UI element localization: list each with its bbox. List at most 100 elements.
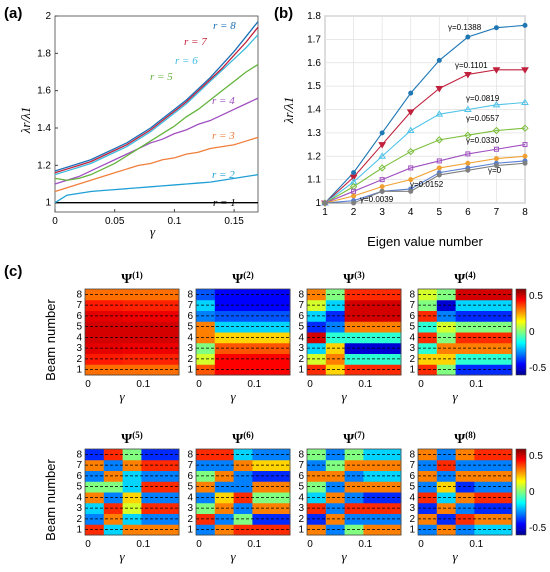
heatmap-cell xyxy=(493,310,513,322)
heatmap-cell xyxy=(307,342,327,354)
heatmap-xtick-label: 0.1 xyxy=(469,539,483,550)
chart-b-point xyxy=(465,160,471,166)
chart-b-series-label-1: γ=0.1388 xyxy=(448,23,482,32)
heatmap-ytick-label: 5 xyxy=(187,482,193,493)
chart-b-point xyxy=(493,25,499,31)
chart-b-xtick-label: 3 xyxy=(379,207,385,218)
colorbar-bottom: 0.5 0 -0.5 xyxy=(515,448,547,536)
chart-a-series-line-6 xyxy=(54,34,259,176)
heatmap-cell xyxy=(271,502,291,514)
chart-b-point xyxy=(378,152,387,159)
heatmap-cell xyxy=(85,449,105,461)
heatmap-cell xyxy=(493,364,513,376)
heatmap-ytick-label: 5 xyxy=(409,482,415,493)
panel-label-a: (a) xyxy=(4,5,22,22)
heatmap-cell xyxy=(493,470,513,482)
heatmap-ytick-label: 6 xyxy=(298,471,304,482)
heatmap-xlabel: γ xyxy=(119,389,125,404)
chart-a-series-line-4 xyxy=(54,97,259,185)
colorbar-tick-label: 0.5 xyxy=(529,291,543,302)
heatmap-cell xyxy=(196,310,216,322)
heatmap-ytick-label: 1 xyxy=(76,365,82,376)
heatmap-cell xyxy=(382,524,402,536)
chart-b-ytick-label: 1.4 xyxy=(307,105,321,116)
heatmap-xtick-label: 0.1 xyxy=(358,539,372,550)
heatmap-cell xyxy=(382,459,402,471)
colorbar-tick-label: -0.5 xyxy=(529,363,547,374)
heatmap-cell xyxy=(271,481,291,493)
heatmap-cell xyxy=(382,481,402,493)
heatmap-ytick-label: 5 xyxy=(76,322,82,333)
heatmap-cell xyxy=(103,289,124,301)
heatmap-cell xyxy=(418,470,438,482)
heatmap-ytick-label: 3 xyxy=(298,343,304,354)
heatmap-cell xyxy=(307,321,327,333)
heatmap-cell xyxy=(103,470,124,482)
heatmap-ytick-label: 2 xyxy=(187,354,193,365)
heatmap-cell xyxy=(160,321,180,333)
heatmap-cell xyxy=(271,364,291,376)
chart-b-series-label-2: γ=0.1101 xyxy=(455,61,488,70)
heatmap-cell xyxy=(160,513,180,525)
heatmap-xlabel: γ xyxy=(452,549,458,564)
heatmap-cell xyxy=(307,310,327,322)
heatmap-cell xyxy=(325,289,346,301)
heatmap-ytick-label: 8 xyxy=(187,449,193,460)
heatmap-cell xyxy=(493,502,513,514)
heatmap-ytick-label: 6 xyxy=(298,311,304,322)
heatmap-title: Ψ(2) xyxy=(232,270,253,287)
heatmap-cell xyxy=(196,364,216,376)
chart-a-series-labels: r = 1 r = 2 r = 3 r = 4 r = 5r = 6 r = 7 r = 8 xyxy=(150,20,236,209)
heatmap-xlabel: γ xyxy=(452,389,458,404)
chart-b-point xyxy=(435,85,444,93)
heatmap-cell xyxy=(493,492,513,504)
chart-b-series-line-4 xyxy=(324,127,526,204)
heatmap-cell xyxy=(307,524,327,536)
heatmap-ytick-label: 3 xyxy=(187,343,193,354)
heatmap-ytick-label: 7 xyxy=(298,300,304,311)
heatmap-title: Ψ(6) xyxy=(232,430,253,447)
chart-b-xtick-label: 7 xyxy=(494,207,500,218)
chart-b-point xyxy=(522,142,528,148)
heatmap-xtick-label: 0.1 xyxy=(136,539,150,550)
heatmap-cell xyxy=(436,364,457,376)
heatmap-cell xyxy=(325,481,346,493)
chart-b-ytick-label: 1.1 xyxy=(307,175,321,186)
heatmap-cell xyxy=(196,353,216,365)
chart-b-point xyxy=(493,146,499,152)
heatmap-cell xyxy=(214,502,235,514)
colorbar-gradient xyxy=(515,288,527,376)
heatmap-xlabel: γ xyxy=(230,549,236,564)
chart-b-series-labels: γ=0.1388 γ=0.1101 γ=0.0819 γ=0.0557 γ=0.0330… xyxy=(360,23,502,204)
heatmap-ytick-label: 2 xyxy=(76,514,82,525)
heatmap-cell xyxy=(307,481,327,493)
chart-b-ytick-label: 1 xyxy=(315,198,321,209)
chart-b-point xyxy=(522,22,528,28)
heatmap-cell xyxy=(325,364,346,376)
chart-b-point xyxy=(435,110,444,117)
heatmap-cell xyxy=(214,470,235,482)
heatmap-frame xyxy=(195,448,291,536)
chart-a-xtick-label: 0.15 xyxy=(224,216,244,227)
heatmap-title: Ψ(5) xyxy=(121,430,142,447)
heatmap-cell xyxy=(85,459,105,471)
heatmap-xlabel: γ xyxy=(230,389,236,404)
chart-b-series-line-6 xyxy=(324,155,526,204)
heatmap-cell xyxy=(493,332,513,344)
chart-b-series-line-2 xyxy=(324,69,525,204)
heatmap-ytick-label: 8 xyxy=(76,449,82,460)
chart-b-series-label-7: γ=0.0039 xyxy=(360,195,394,204)
heatmap-cell xyxy=(196,524,216,536)
heatmap-ytick-label: 8 xyxy=(298,289,304,300)
chart-b-point xyxy=(408,90,414,96)
heatmap-cell xyxy=(103,332,124,344)
heatmap-ytick-label: 3 xyxy=(409,343,415,354)
chart-a-series-label-8: r = 8 xyxy=(213,20,236,32)
heatmap-cell xyxy=(271,310,291,322)
heatmap-cell xyxy=(214,513,235,525)
heatmap-cell xyxy=(196,502,216,514)
heatmap-cell xyxy=(103,299,124,311)
heatmap-cell xyxy=(418,310,438,322)
heatmap-cell xyxy=(85,364,105,376)
